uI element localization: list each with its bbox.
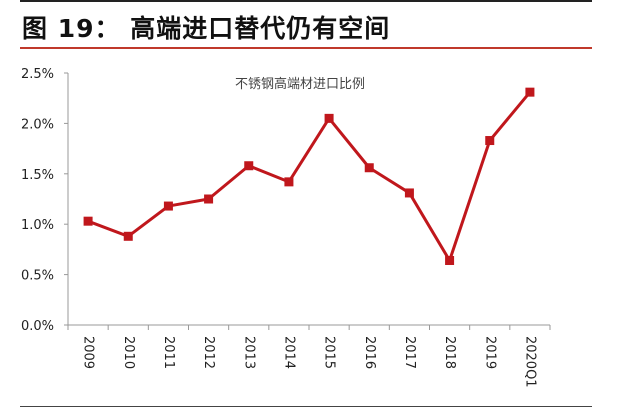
data-point [324,113,334,123]
data-point [525,87,535,97]
chart-title: 不锈钢高端材进口比例 [235,76,365,92]
data-point [485,136,495,146]
data-point [244,161,254,171]
y-tick-label: 1.0% [21,218,54,233]
y-tick-label: 0.0% [21,319,54,334]
y-tick-label: 2.0% [21,117,54,132]
x-tick-label: 2020Q1 [522,336,537,388]
x-tick-label: 2019 [482,336,497,369]
x-tick-label: 2012 [201,336,216,369]
x-tick-label: 2013 [241,336,256,369]
y-tick-label: 1.5% [21,168,54,183]
data-point [163,201,173,211]
top-rule [20,0,592,2]
x-tick-label: 2018 [442,336,457,369]
x-tick-label: 2010 [121,336,136,369]
title-underline [20,47,592,49]
bottom-rule [20,406,592,407]
x-tick-label: 2017 [402,336,417,369]
x-tick-label: 2014 [281,336,296,369]
data-point [445,255,455,265]
data-point [364,163,374,173]
data-point [83,216,93,226]
data-line [87,91,532,262]
x-tick-label: 2015 [322,336,337,369]
x-tick-label: 2009 [81,336,96,369]
x-tick-label: 2016 [362,336,377,369]
y-tick-label: 2.5% [21,67,54,82]
y-tick-label: 0.5% [21,269,54,284]
data-point [404,188,414,198]
figure-title: 图 19： 高端进口替代仍有空间 [22,14,391,43]
data-point [204,194,214,204]
data-point [284,177,294,187]
data-point [123,231,133,241]
x-tick-label: 2011 [161,336,176,369]
